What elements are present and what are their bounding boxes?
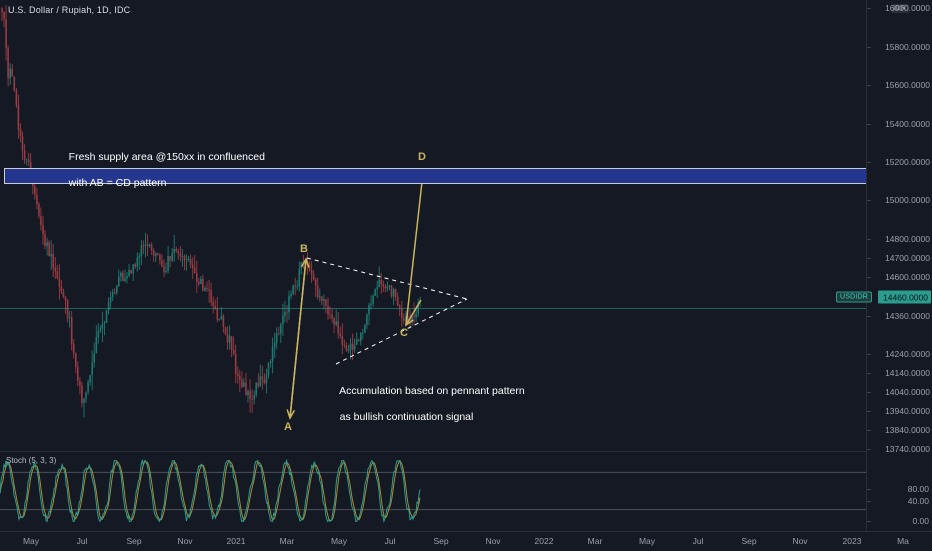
current-symbol-badge: USDIDR [835, 291, 872, 303]
supply-note-line1: Fresh supply area @150xx in confluenced [68, 151, 265, 163]
point-label-b: B [300, 243, 308, 255]
time-axis-label: Nov [792, 536, 808, 546]
time-axis-label: Jul [384, 536, 396, 546]
time-axis-label: Ma [897, 536, 909, 546]
time-axis-label: 2022 [534, 536, 554, 546]
stochastic-title: Stoch (5, 3, 3) [6, 456, 57, 465]
price-axis-tick [867, 47, 871, 48]
pennant-note-line1: Accumulation based on pennant pattern [339, 385, 525, 397]
stochastic-axis-tick [867, 501, 871, 502]
price-axis-label: 13940.0000 [885, 406, 930, 416]
price-axis-label: 15600.0000 [885, 80, 930, 90]
time-axis-label: Nov [485, 536, 501, 546]
price-axis-tick [867, 430, 871, 431]
price-axis-label: 14240.0000 [885, 349, 930, 359]
price-axis-tick [867, 239, 871, 240]
symbol-title: U.S. Dollar / Rupiah, 1D, IDC [8, 5, 131, 15]
price-axis-tick [867, 373, 871, 374]
price-axis-tick [867, 449, 871, 450]
price-axis-label: 15000.0000 [885, 195, 930, 205]
price-axis-label: 14360.0000 [885, 311, 930, 321]
stochastic-pane[interactable]: Stoch (5, 3, 3) [0, 451, 866, 532]
price-axis-label: 15200.0000 [885, 157, 930, 167]
price-axis-label: 13840.0000 [885, 425, 930, 435]
price-axis-tick [867, 85, 871, 86]
price-axis-label: 16000.0000 [885, 3, 930, 13]
stochastic-axis-tick [867, 489, 871, 490]
stochastic-plot [0, 458, 866, 524]
price-axis-label: 15800.0000 [885, 42, 930, 52]
time-axis-label: Sep [741, 536, 757, 546]
stochastic-axis-label: 80.00 [907, 484, 929, 494]
price-axis-label: 14800.0000 [885, 234, 930, 244]
price-axis-tick [867, 316, 871, 317]
price-axis-tick [867, 277, 871, 278]
time-axis-label: Jul [76, 536, 88, 546]
price-axis[interactable]: IDR 16000.0000 15800.0000 15600.0000 15400.… [866, 0, 932, 531]
time-axis-label: Mar [587, 536, 603, 546]
price-axis-tick [867, 411, 871, 412]
stochastic-axis-tick [867, 521, 871, 522]
supply-zone-annotation: Fresh supply area @150xx in confluenced … [57, 138, 265, 203]
price-axis-tick [867, 354, 871, 355]
supply-note-line2: with AB = CD pattern [68, 177, 167, 189]
time-axis[interactable]: May Jul Sep Nov 2021 Mar May Jul Sep Nov 2022 Mar Ma… [0, 531, 932, 551]
time-axis-label: Sep [433, 536, 449, 546]
point-label-d: D [418, 151, 426, 163]
price-axis-tick [867, 162, 871, 163]
pennant-note-line2: as bullish continuation signal [339, 411, 474, 423]
time-axis-label: Sep [126, 536, 142, 546]
point-label-c: C [400, 327, 408, 339]
time-axis-label: Mar [279, 536, 295, 546]
stochastic-axis-label: 0.00 [912, 516, 929, 526]
price-axis-label: 14600.0000 [885, 272, 930, 282]
price-chart-pane[interactable] [0, 0, 866, 450]
price-axis-label: 14040.0000 [885, 387, 930, 397]
price-axis-label: 14700.0000 [885, 253, 930, 263]
price-axis-tick [867, 8, 871, 9]
time-axis-label: 2021 [226, 536, 246, 546]
price-axis-tick [867, 124, 871, 125]
time-axis-label: 2023 [842, 536, 862, 546]
price-axis-tick [867, 258, 871, 259]
price-axis-label: 14140.0000 [885, 368, 930, 378]
currency-badge: IDR [890, 4, 909, 13]
time-axis-label: May [330, 536, 348, 546]
time-axis-label: Nov [177, 536, 193, 546]
stochastic-axis-label: 40.00 [907, 496, 929, 506]
price-axis-tick [867, 200, 871, 201]
point-label-a: A [284, 421, 292, 433]
price-axis-label: 13740.0000 [885, 444, 930, 454]
pennant-annotation: Accumulation based on pennant pattern as… [328, 372, 525, 437]
price-axis-tick [867, 392, 871, 393]
time-axis-label: May [22, 536, 40, 546]
current-price-label: 14460.0000 [878, 290, 931, 304]
time-axis-label: May [638, 536, 656, 546]
price-axis-label: 15400.0000 [885, 119, 930, 129]
time-axis-label: Jul [692, 536, 704, 546]
